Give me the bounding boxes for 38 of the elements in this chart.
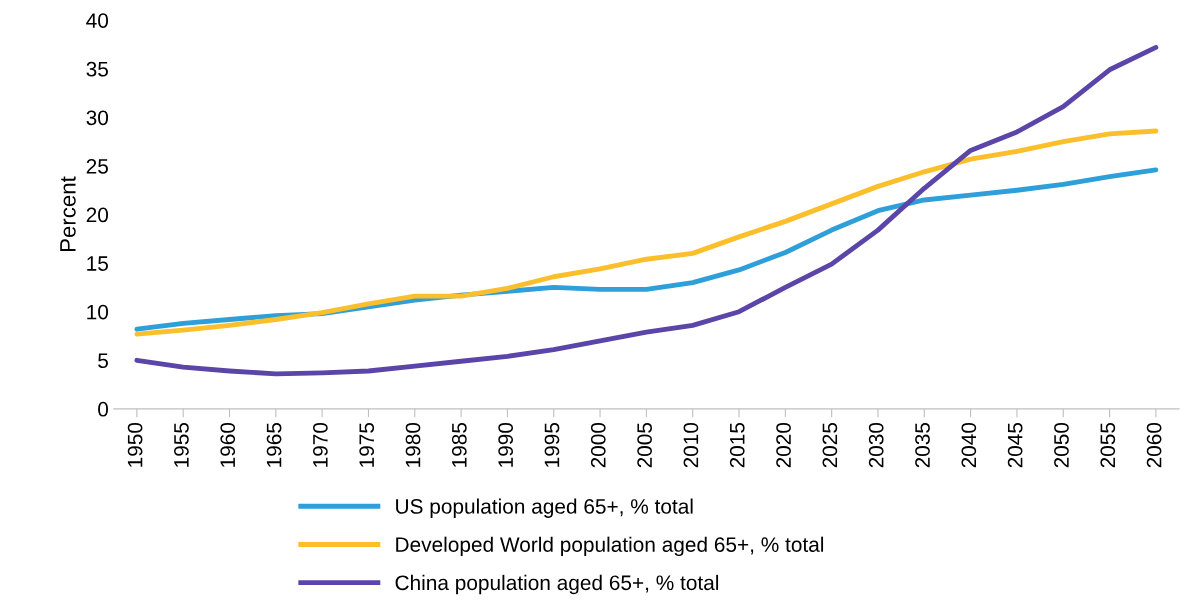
x-tick-label: 1980 — [405, 422, 421, 467]
x-tick-label: 2005 — [637, 422, 652, 468]
x-tick-label: 1950 — [127, 422, 143, 467]
x-tick-label: 2060 — [1146, 422, 1162, 468]
x-tick-label: 2050 — [1054, 422, 1069, 468]
x-tick-label: 2035 — [915, 422, 930, 468]
y-tick-label: 35 — [86, 61, 108, 77]
x-tick-label: 2025 — [822, 422, 838, 468]
x-tick-label: 2020 — [776, 422, 791, 468]
x-tick-label: 1955 — [174, 422, 189, 467]
x-tick-label: 2010 — [683, 422, 699, 468]
x-tick-label: 1990 — [498, 422, 514, 467]
x-tick-label: 2045 — [1007, 422, 1023, 468]
y-tick-label: 0 — [98, 401, 109, 417]
x-tick-label: 2000 — [590, 422, 606, 468]
x-tick-label: 1970 — [312, 422, 328, 467]
y-tick-label: 40 — [86, 13, 109, 28]
legend-label: China population aged 65+, % total — [395, 574, 719, 595]
legend-label: Developed World population aged 65+, % total — [396, 536, 824, 557]
x-tick-label: 1995 — [544, 422, 560, 467]
line-series — [134, 45, 1159, 377]
y-tick-label: 25 — [86, 158, 108, 174]
x-tick-label: 1985 — [451, 422, 467, 467]
x-tick-label: 2055 — [1100, 422, 1116, 468]
legend-label: US population aged 65+, % total — [396, 498, 693, 518]
x-tick-label: 1965 — [266, 422, 282, 467]
y-tick-label: 20 — [86, 207, 109, 223]
x-tick-label: 1960 — [220, 422, 236, 467]
x-tick-label: 2040 — [961, 422, 977, 468]
y-tick-label: 15 — [87, 256, 108, 271]
y-tick-label: 30 — [86, 110, 109, 126]
y-tick-label: 5 — [98, 353, 108, 369]
y-axis-title: Percent — [60, 176, 76, 252]
line-series — [134, 128, 1159, 337]
y-tick-label: 10 — [87, 304, 109, 320]
x-tick-label: 2015 — [729, 422, 745, 468]
x-tick-label: 1975 — [359, 422, 375, 467]
x-tick-label: 2030 — [868, 422, 884, 468]
